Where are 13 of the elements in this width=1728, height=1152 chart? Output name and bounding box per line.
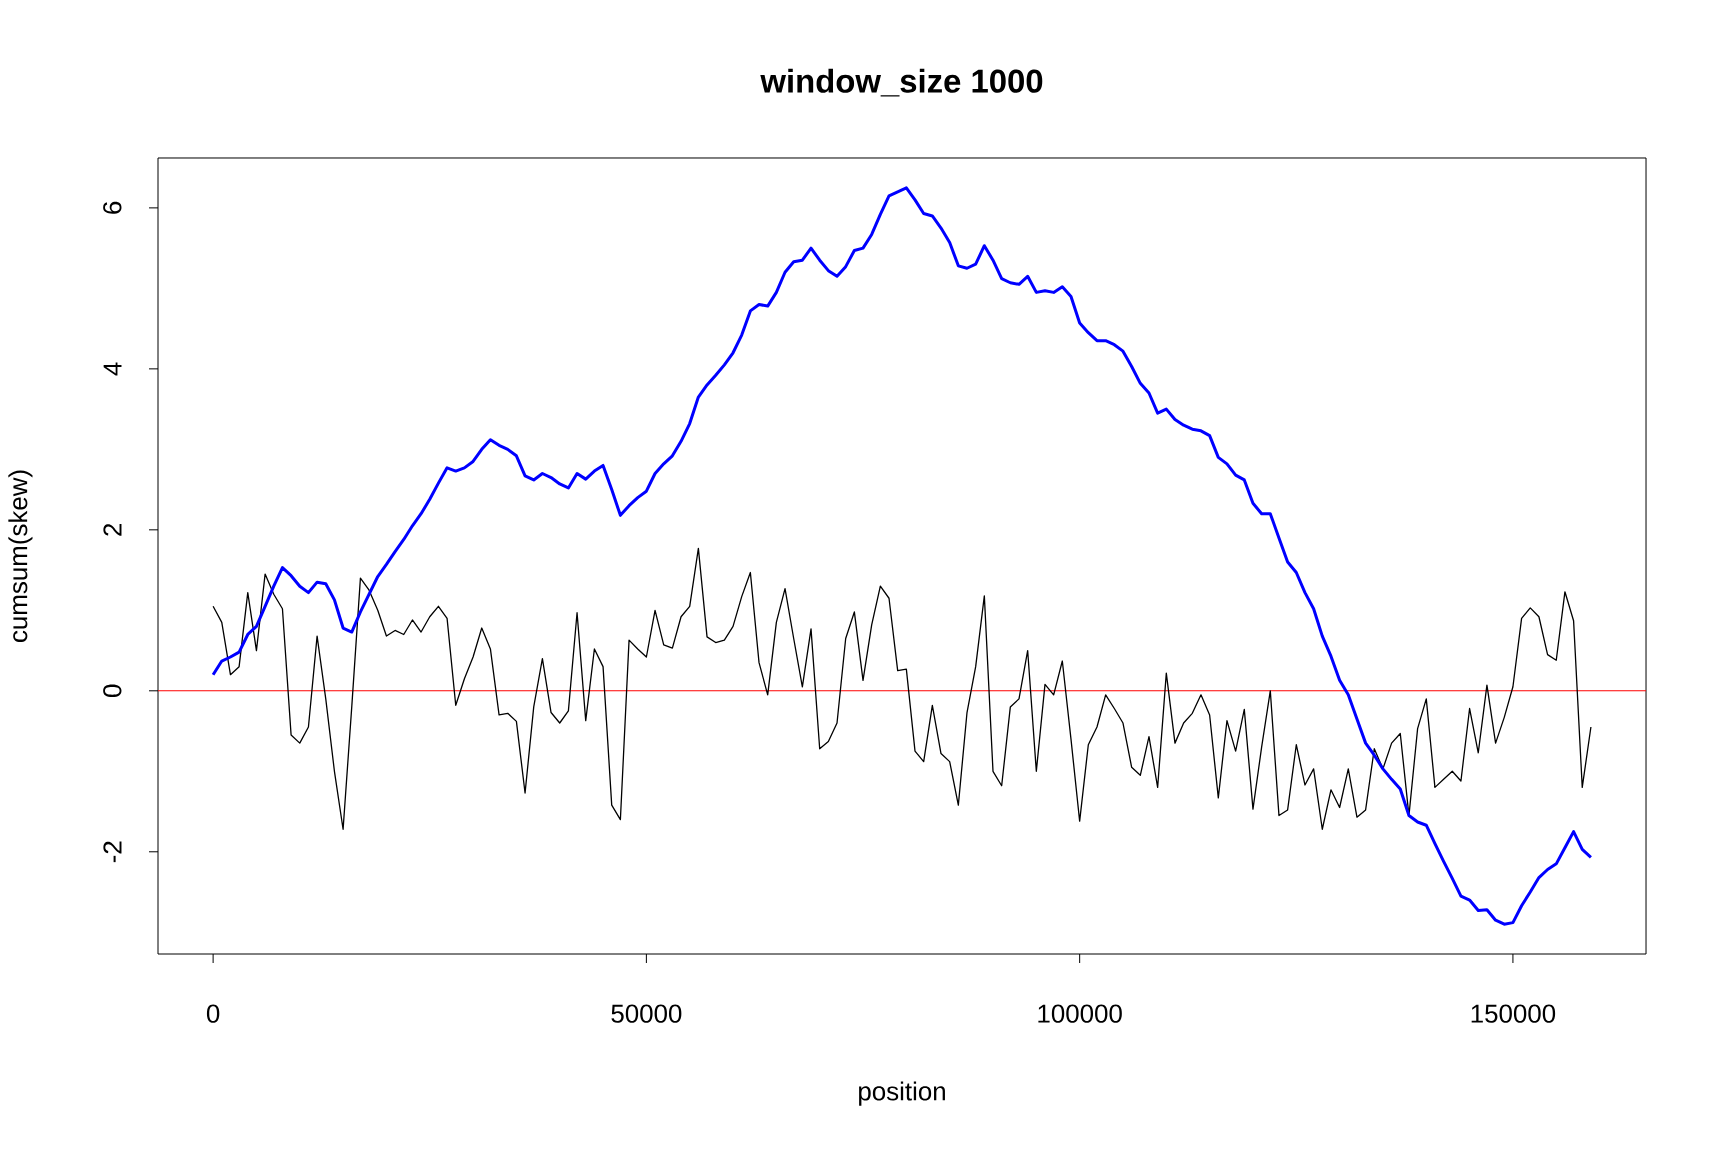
chart-title: window_size 1000 bbox=[760, 68, 1043, 97]
x-axis-title: position bbox=[859, 1081, 945, 1106]
x-tick-label: 50000 bbox=[611, 1004, 682, 1023]
y-tick-label: 0 bbox=[103, 684, 122, 697]
x-tick-label: 0 bbox=[206, 1004, 220, 1023]
line-series bbox=[212, 547, 1592, 830]
x-tick-label: 100000 bbox=[1038, 1004, 1122, 1023]
y-tick-label: 4 bbox=[103, 362, 122, 376]
y-tick-label: -2 bbox=[103, 841, 122, 863]
y-tick-label: 2 bbox=[103, 523, 122, 536]
y-tick-label: 6 bbox=[103, 201, 122, 214]
x-tick-label: 150000 bbox=[1471, 1004, 1556, 1023]
y-axis-title: cumsum(skew) bbox=[8, 470, 33, 642]
